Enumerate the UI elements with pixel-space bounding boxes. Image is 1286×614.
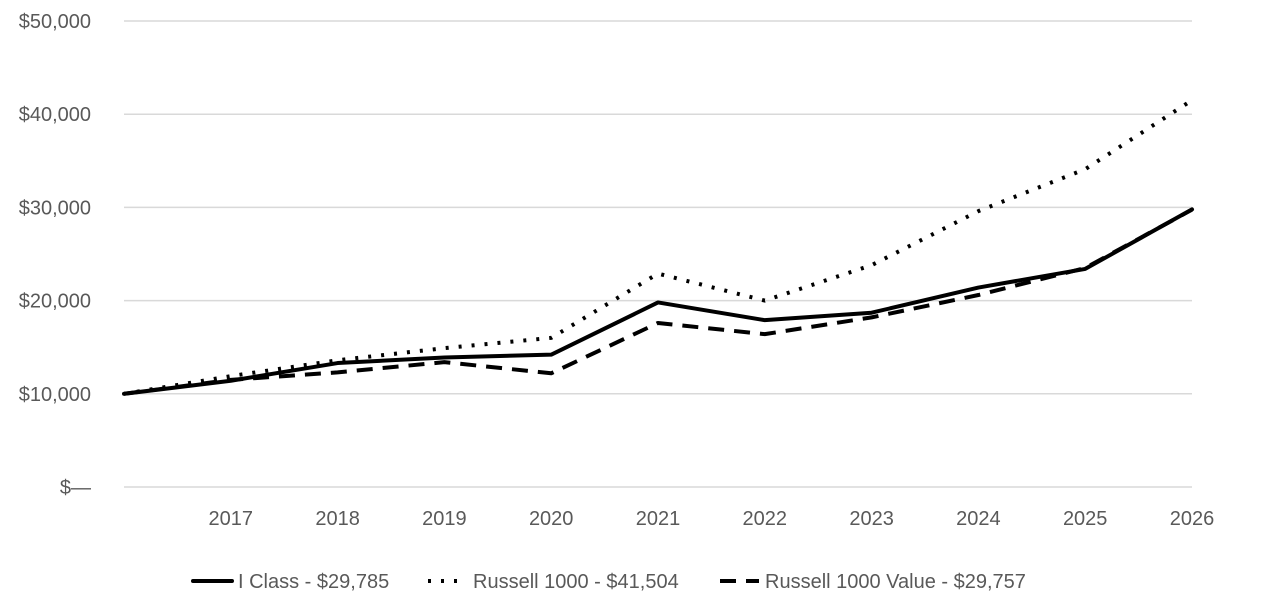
- y-tick-label: $30,000: [19, 197, 91, 219]
- x-tick-label: 2024: [956, 508, 1001, 530]
- series-line-russell-1000: [123, 98, 1194, 396]
- x-tick-label: 2026: [1170, 508, 1215, 530]
- x-axis-ticks: 2017 2018 2019 2020 2021 2022 2023 2024 2025 2026: [209, 508, 1215, 530]
- x-tick-label: 2021: [636, 508, 681, 530]
- x-tick-label: 2017: [209, 508, 254, 530]
- x-tick-label: 2025: [1063, 508, 1108, 530]
- y-tick-label: $50,000: [19, 11, 91, 33]
- legend-label: I Class - $29,785: [238, 571, 389, 593]
- x-tick-label: 2023: [849, 508, 894, 530]
- grid-lines: [124, 20, 1192, 488]
- legend-label: Russell 1000 Value - $29,757: [765, 571, 1026, 593]
- x-tick-label: 2022: [743, 508, 788, 530]
- series-line-russell-1000-value: [123, 207, 1193, 396]
- x-tick-label: 2018: [315, 508, 360, 530]
- y-tick-label: $40,000: [19, 104, 91, 126]
- y-tick-label: $10,000: [19, 384, 91, 406]
- legend: I Class - $29,785 Russell 1000 - $41,504 R…: [191, 571, 1026, 593]
- y-tick-label: $—: [60, 477, 91, 499]
- y-tick-label: $20,000: [19, 291, 91, 313]
- y-axis-ticks: $— $10,000 $20,000 $30,000 $40,000 $50,000: [19, 11, 91, 499]
- series-lines: [122, 98, 1194, 396]
- x-tick-label: 2019: [422, 508, 467, 530]
- x-tick-label: 2020: [529, 508, 574, 530]
- legend-label: Russell 1000 - $41,504: [473, 571, 679, 593]
- series-line-i-class: [122, 207, 1194, 396]
